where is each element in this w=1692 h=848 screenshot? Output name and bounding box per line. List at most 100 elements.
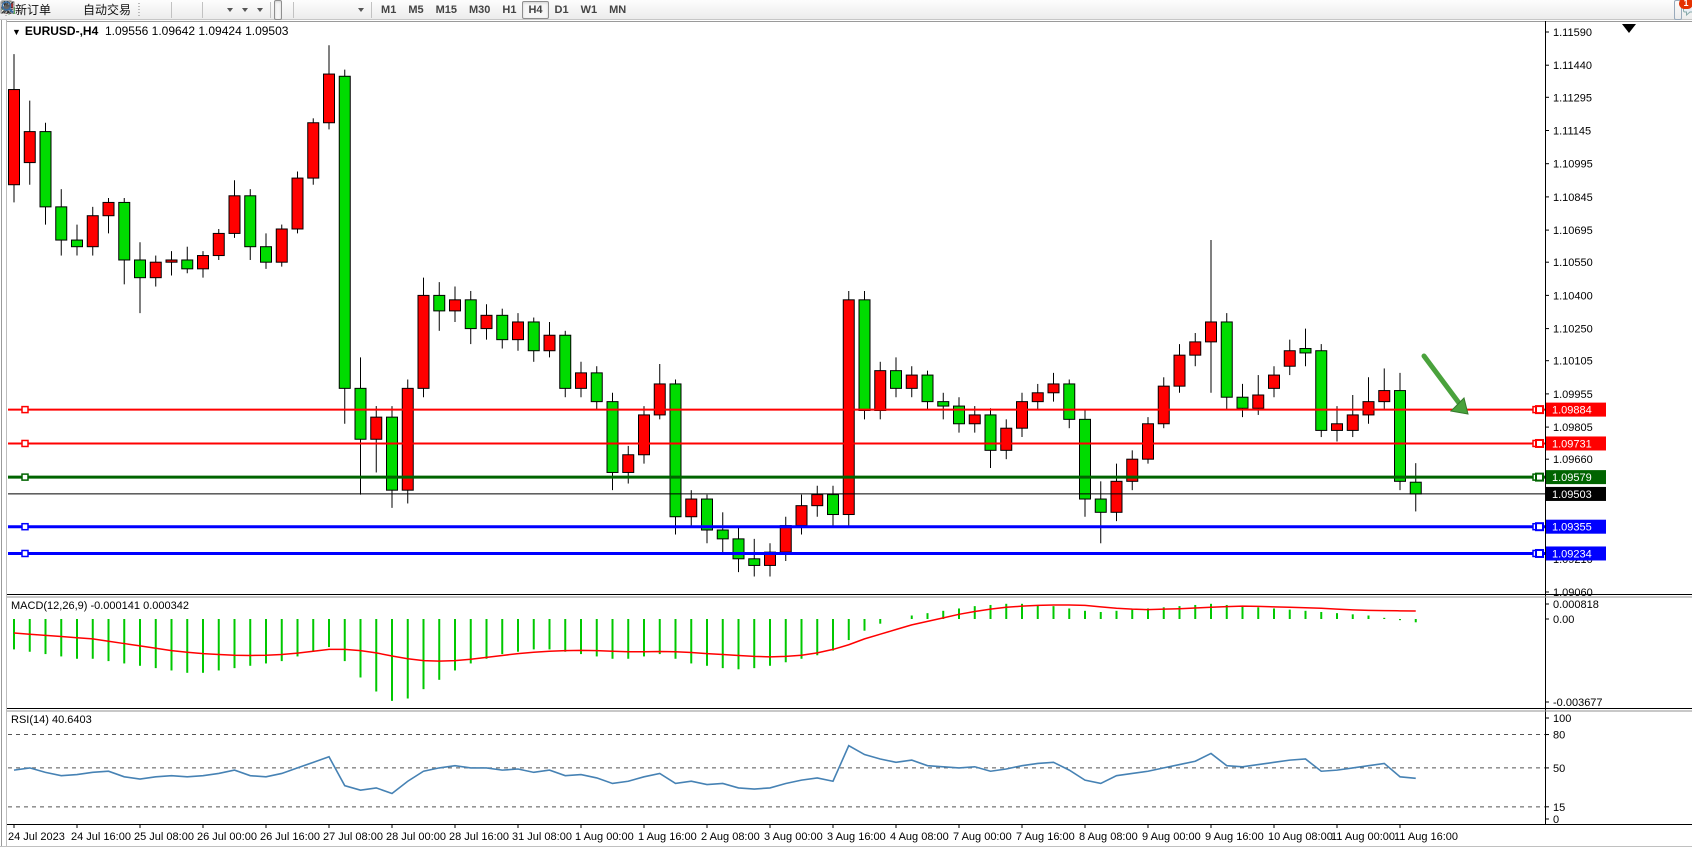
rsi-axis-label: 0: [1553, 814, 1559, 826]
horizontal-line-tool-button[interactable]: [1, 0, 313, 20]
line-handle[interactable]: [21, 549, 29, 558]
candle: [1315, 344, 1328, 438]
macd-axis-label: 0.000818: [1553, 599, 1599, 611]
cursor-tool-button[interactable]: [4, 0, 283, 20]
candle-body: [181, 259, 194, 270]
line-handle[interactable]: [21, 473, 29, 481]
price-level-badge: 1.09731: [1535, 436, 1606, 451]
chart-canvas[interactable]: 1.11590 1.11440 1.11295 1.11145 1.10995 1.108…: [0, 20, 1692, 848]
zoom-in-button[interactable]: [1, 0, 183, 20]
candle-body: [1189, 341, 1202, 356]
timeframe-button-D1[interactable]: D1: [554, 3, 569, 16]
candle-body: [811, 494, 824, 507]
zoom-out-button[interactable]: [1, 0, 191, 20]
candle: [984, 408, 997, 469]
candle-body: [748, 558, 761, 566]
price-axis-label: 1.10250: [1553, 324, 1593, 336]
auto-trading-button[interactable]: 自动交易: [1, 0, 135, 20]
macd-signal-line: [13, 604, 1416, 662]
candle: [527, 317, 540, 362]
crosshair-tool-button[interactable]: [1, 0, 290, 20]
line-handle[interactable]: [1535, 472, 1544, 482]
main-toolbar: 新订单 自动交易: [0, 0, 1692, 20]
timeframe-button-M15[interactable]: M15: [435, 3, 457, 16]
candle: [1331, 406, 1343, 442]
candle: [1236, 383, 1249, 418]
notifications-button[interactable]: 1: [1679, 0, 1692, 20]
arrows-tool-button[interactable]: [2, 0, 368, 20]
candle-body: [464, 299, 477, 330]
candle: [1378, 368, 1391, 411]
timeframe-button-MN[interactable]: MN: [609, 3, 627, 16]
line-handle[interactable]: [1535, 522, 1544, 532]
tile-windows-button[interactable]: [0, 0, 199, 20]
line-handle[interactable]: [21, 439, 29, 448]
indicators-button[interactable]: [0, 0, 237, 20]
candle: [842, 290, 855, 526]
auto-scroll-button[interactable]: [0, 0, 214, 20]
price-level-badge: 1.09579: [1535, 470, 1606, 485]
chart-window[interactable]: 1.11590 1.11440 1.11295 1.11145 1.10995 1.108…: [0, 20, 1692, 848]
terminal-button[interactable]: [0, 0, 71, 20]
candle: [23, 100, 36, 185]
price-axis-label: 1.10695: [1553, 225, 1593, 237]
time-axis-label: 26 Jul 00:00: [197, 831, 257, 843]
templates-button[interactable]: [0, 0, 267, 20]
new-order-button[interactable]: 新订单: [1, 0, 55, 20]
line-handle[interactable]: [1535, 548, 1544, 558]
periods-button[interactable]: [1, 0, 252, 20]
trendline-tool-button[interactable]: [1, 0, 321, 20]
market-watch-button[interactable]: [0, 0, 63, 20]
text-label-tool-button[interactable]: T: [1, 0, 353, 20]
time-axis-label: 4 Aug 08:00: [890, 831, 949, 843]
chart-collapse-icon[interactable]: ▼: [12, 27, 21, 37]
candle: [953, 397, 965, 433]
candle: [323, 45, 335, 130]
timeframe-button-M5[interactable]: M5: [408, 3, 424, 16]
candle: [1220, 313, 1233, 411]
candle-body: [1079, 418, 1091, 500]
timeframe-button-W1[interactable]: W1: [580, 3, 598, 16]
candle-body: [527, 321, 540, 352]
timeframe-button-M1[interactable]: M1: [381, 3, 397, 16]
price-badge-box: [1546, 546, 1606, 561]
candle-body: [1315, 350, 1328, 431]
line-handle[interactable]: [21, 405, 29, 414]
candle: [811, 485, 824, 517]
chart-ohlc-values: 1.09556 1.09642 1.09424 1.09503: [104, 24, 289, 38]
chart-shift-marker-icon[interactable]: [1622, 24, 1636, 33]
timeframe-button-H1[interactable]: H1: [502, 3, 517, 16]
chart-shift-button[interactable]: [0, 0, 222, 20]
search-button[interactable]: [1, 0, 1682, 20]
time-axis-label: 9 Aug 00:00: [1142, 831, 1201, 843]
time-axis-label: 28 Jul 16:00: [449, 831, 509, 843]
bar-chart-mode-button[interactable]: [2, 0, 152, 20]
line-chart-mode-button[interactable]: [0, 0, 168, 20]
vertical-line-tool-button[interactable]: [6, 0, 305, 20]
line-handle[interactable]: [21, 522, 29, 531]
line-handle[interactable]: [1535, 405, 1544, 415]
candle: [291, 171, 304, 234]
timeframe-button-M30[interactable]: M30: [469, 3, 491, 16]
arrows-caret-icon: [358, 7, 365, 12]
candle: [1394, 372, 1406, 491]
fibonacci-tool-button[interactable]: F: [1, 0, 337, 20]
candle-body: [212, 232, 225, 257]
candle-body: [842, 299, 855, 516]
candle: [827, 485, 839, 526]
text-tool-button[interactable]: A: [4, 0, 345, 20]
price-level-badge: 1.09884: [1535, 402, 1606, 417]
candle-body: [590, 372, 603, 403]
navigator-button[interactable]: [1, 0, 79, 20]
line-handle[interactable]: [1535, 438, 1544, 448]
candlestick-mode-button[interactable]: [2, 0, 160, 20]
chart-title: ▼ EURUSD-,H4 1.09556 1.09642 1.09424 1.09…: [12, 24, 288, 38]
candle-body: [449, 299, 461, 312]
equidistant-channel-tool-button[interactable]: E: [0, 0, 329, 20]
time-axis-label: 10 Aug 08:00: [1268, 831, 1333, 843]
timeframe-button-H4[interactable]: H4: [522, 0, 549, 19]
candle-body: [1220, 321, 1233, 398]
candle: [449, 286, 461, 322]
annotation-arrow[interactable]: [1421, 353, 1469, 415]
candle: [905, 366, 918, 398]
